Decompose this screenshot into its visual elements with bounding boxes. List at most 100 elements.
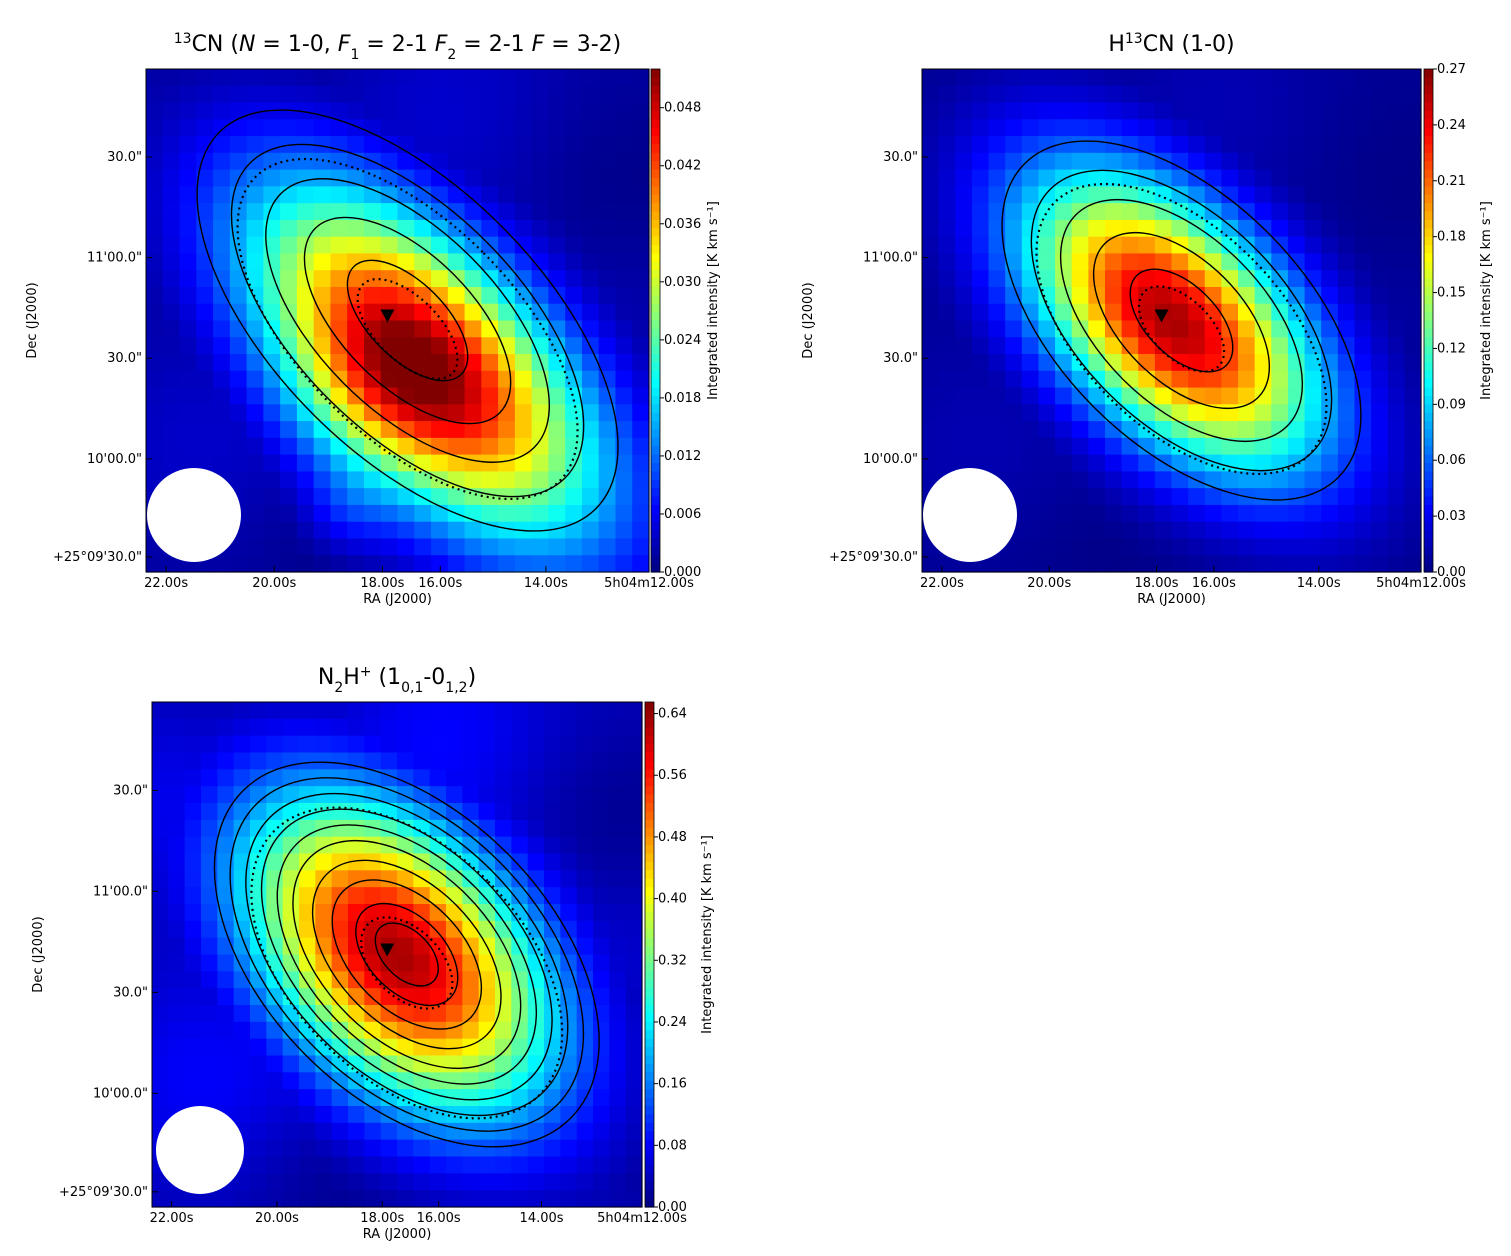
chart-title: H13CN (1-0) — [1108, 31, 1234, 57]
heatmap-cell — [299, 1038, 316, 1057]
heatmap-cell — [414, 253, 432, 271]
heatmap-cell — [1221, 203, 1239, 221]
heatmap-cell — [1254, 286, 1272, 305]
heatmap-cell — [1371, 471, 1389, 489]
heatmap-cell — [514, 488, 533, 506]
heatmap-cell — [1221, 169, 1239, 187]
heatmap-cell — [1254, 169, 1272, 187]
heatmap-cell — [922, 219, 940, 238]
x-tick-label: 5h04m12.00s — [597, 1211, 687, 1226]
heatmap-cell — [1371, 119, 1389, 137]
heatmap-cell — [1404, 504, 1422, 523]
heatmap-cell — [625, 920, 643, 939]
y-tick-label: 30.0" — [113, 783, 148, 798]
heatmap-cell — [217, 1055, 235, 1073]
heatmap-cell — [1404, 253, 1422, 271]
heatmap-cell — [581, 136, 600, 154]
heatmap-cell — [1321, 169, 1339, 187]
heatmap-cell — [609, 1190, 627, 1208]
heatmap-cell — [1055, 337, 1073, 355]
heatmap-cell — [330, 186, 348, 204]
heatmap-cell — [1088, 236, 1106, 255]
heatmap-cell — [213, 203, 231, 221]
heatmap-cell — [495, 887, 512, 905]
heatmap-cell — [213, 169, 231, 187]
heatmap-cell — [296, 286, 315, 305]
heatmap-cell — [1354, 538, 1372, 556]
heatmap-cell — [955, 337, 973, 355]
heatmap-cell — [229, 69, 248, 87]
heatmap-cell — [184, 1089, 202, 1107]
heatmap-cell — [263, 404, 281, 422]
heatmap-cell — [246, 504, 264, 523]
heatmap-cell — [1404, 85, 1422, 104]
heatmap-cell — [152, 735, 169, 754]
heatmap-cell — [246, 370, 264, 389]
heatmap-cell — [168, 988, 186, 1006]
heatmap-cell — [632, 454, 650, 472]
heatmap-cell — [1005, 337, 1023, 355]
heatmap-cell — [1071, 203, 1089, 221]
heatmap-cell — [213, 354, 231, 372]
heatmap-cell — [246, 152, 264, 171]
heatmap-cell — [615, 354, 633, 372]
heatmap-cell — [217, 1038, 235, 1057]
heatmap-cell — [447, 303, 466, 322]
heatmap-cell — [615, 555, 633, 573]
heatmap-cell — [548, 538, 566, 556]
heatmap-cell — [347, 521, 365, 540]
heatmap-cell — [462, 937, 480, 956]
heatmap-cell — [1005, 320, 1023, 338]
heatmap-cell — [1204, 488, 1222, 506]
heatmap-cell — [246, 320, 264, 338]
heatmap-cell — [1238, 454, 1256, 472]
heatmap-cell — [1038, 555, 1056, 573]
heatmap-cell — [1204, 169, 1222, 187]
heatmap-cell — [1104, 219, 1123, 238]
heatmap-cell — [548, 169, 566, 187]
heatmap-cell — [1221, 152, 1239, 171]
heatmap-cell — [1171, 454, 1189, 472]
contour-line — [1001, 140, 1362, 501]
heatmap-cell — [1404, 538, 1422, 556]
heatmap-cell — [581, 270, 600, 288]
heatmap-cell — [514, 270, 533, 288]
heatmap-cell — [250, 718, 267, 737]
heatmap-cell — [511, 1038, 529, 1057]
y-tick-label: 30.0" — [883, 150, 918, 165]
heatmap-cell — [263, 152, 281, 171]
heatmap-cell — [1371, 253, 1389, 271]
heatmap-cell — [330, 504, 348, 523]
heatmap-cell — [429, 1021, 447, 1040]
heatmap-cell — [1088, 219, 1106, 238]
heatmap-cell — [1404, 152, 1422, 171]
heatmap-cell — [1387, 253, 1405, 271]
heatmap-cell — [1021, 85, 1040, 104]
heatmap-cell — [229, 320, 248, 338]
heatmap-cell — [478, 1038, 496, 1057]
heatmap-cell — [330, 286, 348, 305]
heatmap-cell — [1104, 370, 1123, 389]
heatmap-cell — [598, 169, 617, 187]
heatmap-cell — [429, 904, 447, 922]
heatmap-cell — [313, 136, 332, 154]
heatmap-cell — [576, 904, 594, 922]
heatmap-cell — [511, 971, 529, 989]
heatmap-cell — [565, 387, 583, 405]
heatmap-cell — [162, 219, 181, 238]
heatmap-cell — [632, 370, 650, 389]
heatmap-cell — [347, 471, 365, 489]
heatmap-cell — [1188, 555, 1206, 573]
heatmap-cell — [397, 887, 414, 905]
heatmap-cell — [315, 853, 333, 871]
heatmap-cell — [168, 920, 186, 939]
heatmap-cell — [1238, 521, 1256, 540]
heatmap-cell — [1404, 270, 1422, 288]
heatmap-cell — [576, 702, 594, 720]
heatmap-cell — [625, 904, 643, 922]
heatmap-cell — [201, 836, 218, 855]
heatmap-cell — [988, 69, 1006, 87]
heatmap-cell — [233, 702, 251, 720]
heatmap-cell — [495, 1190, 512, 1208]
heatmap-cell — [1021, 421, 1040, 439]
